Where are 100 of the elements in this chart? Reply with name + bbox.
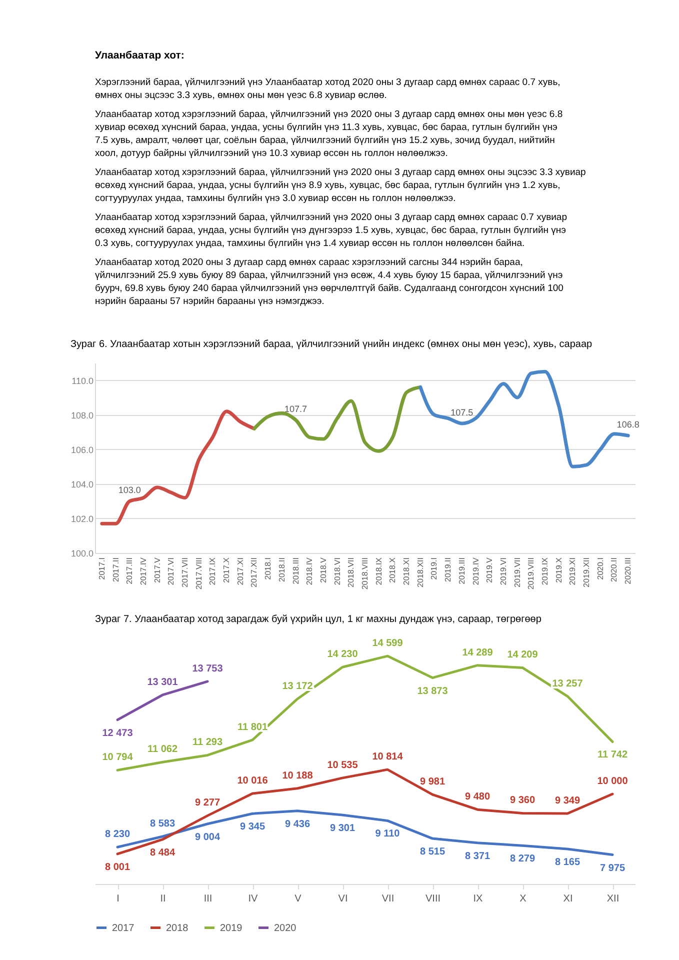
text: Улаанбаатар хотод хэрэглээний бараа, үйлчилгээний үнэ 2020 оны 3 дугаар сард өмнөх оны эцсээс 3.3 хувиар өсөхөд хүнсний бараа, ундаа, усны бүлгийн үнэ 8.9 хувь, хувцас, бөс бараа, гутлын бүлгийн үнэ 1.2 хувь, согтууруулах ундаа, тамхины бүлгийн үнэ 3.0 хувиар өссөн нь голлон нөлөөлжээ. (95, 167, 586, 204)
text: Улаанбаатар хотод хэрэглээний бараа, үйлчилгээний үнэ 2020 оны 3 дугаар сард өмнөх сараас 0.7 хувиар өсөхөд хүнсний бараа, ундаа, усны бүлгийн үнэ дүнгээрээ 1.5 хувь, хувцас, бөс бараа, гутлын бүлгийн үнэ 0.3 хувь, согтууруулах ундаа, тамхины бүлгийн үнэ 1.4 хувиар өссөн нь голлон нөлөөлсөн байна. (95, 212, 567, 249)
data-label: 8 001 (104, 862, 130, 873)
x-tick-label: 2018.IX (374, 556, 384, 586)
data-label: 8 484 (150, 847, 176, 858)
text: Хэрэглээний бараа, үйлчилгээний үнэ Улаанбаатар хотод 2020 оны 3 дугаар сард өмнөх сараас 0.7 хувь, өмнөх оны эцсээс 3.3 хувь, өмнөх оны мөн үеэс 6.8 хувиар өслөө. (95, 77, 560, 101)
x-tick-label: 2018.II (277, 558, 286, 582)
x-tick-label: 2017.V (152, 556, 162, 583)
data-label: 10 000 (597, 776, 628, 787)
data-label: 8 165 (554, 857, 580, 868)
legend-label: 2020 (274, 922, 297, 934)
y-tick-label: 108.0 (70, 410, 94, 420)
annotation: 106.8 (616, 420, 640, 430)
legend-label: 2017 (112, 922, 135, 934)
x-tick-label: X (520, 894, 527, 904)
x-tick-label: II (160, 894, 166, 904)
x-tick-label: 2019.VIII (526, 558, 536, 590)
y-tick-label: 100.0 (70, 548, 94, 558)
x-tick-label: 2018.IV (305, 556, 314, 586)
x-tick-label: 2017.III (125, 558, 134, 584)
data-label: 9 349 (554, 796, 580, 807)
data-label: 9 345 (240, 822, 266, 833)
line-series (100, 410, 256, 526)
chart-title: Зураг 6. Улаанбаатар хотын хэрэглээний бараа, үйлчилгээний үнийн индекс (өмнөх оны мөн үеэс), хувь, сараар (70, 339, 593, 350)
x-tick-label: I (116, 894, 120, 904)
data-label: 14 209 (507, 650, 538, 661)
data-label: 14 599 (372, 638, 404, 650)
data-label: 8 371 (464, 850, 490, 862)
data-label: 13 257 (552, 678, 584, 690)
x-tick-label: 2019.XI (568, 558, 578, 586)
x-tick-label: V (294, 894, 302, 904)
text: Улаанбаатар хот: (95, 50, 184, 62)
data-label: 10 535 (327, 760, 358, 771)
data-label: 9 301 (330, 822, 356, 834)
data-label: 14 230 (327, 649, 358, 660)
x-tick-label: 2017.VII (180, 558, 190, 588)
x-tick-label: 2019.I (430, 558, 439, 580)
x-tick-label: 2018.X (388, 556, 398, 583)
data-label: 8 230 (104, 829, 130, 840)
x-tick-label: 2020.II (610, 558, 619, 582)
data-label: 13 172 (282, 680, 314, 692)
x-tick-label: XI (563, 894, 573, 904)
x-tick-label: III (204, 894, 212, 904)
x-tick-label: 2018.XII (416, 558, 425, 588)
data-label: 9 981 (420, 776, 446, 788)
data-label: 11 062 (147, 744, 178, 756)
x-tick-label: IX (473, 894, 484, 904)
data-label: 13 753 (192, 663, 224, 674)
x-tick-label: 2019.III (457, 558, 466, 584)
data-label: 9 360 (510, 795, 536, 806)
data-label: 14 289 (462, 647, 494, 658)
x-tick-label: 2017.X (222, 556, 232, 583)
legend-label: 2019 (220, 922, 243, 934)
data-label: 11 293 (192, 737, 223, 748)
annotation: 107.5 (450, 407, 474, 418)
data-label: 10 016 (237, 776, 268, 787)
x-tick-label: 2019.IX (540, 556, 550, 586)
x-tick-label: 2017.I (97, 558, 106, 580)
x-tick-label: 2019.VI (498, 558, 508, 586)
x-tick-label: 2020.I (596, 558, 605, 580)
x-tick-label: 2019.IV (471, 556, 480, 586)
x-tick-label: 2017.VI (166, 558, 176, 586)
data-label: 9 004 (194, 832, 220, 843)
x-tick-label: 2017.VIII (194, 558, 204, 590)
data-label: 8 279 (510, 854, 536, 865)
data-label: 9 277 (194, 798, 220, 809)
chart-title: Зураг 7. Улаанбаатар хотод зарагдаж буй үхрийн цул, 1 кг махны дундаж үнэ, сараар, төгрөгөөр (95, 614, 542, 626)
x-tick-label: 2019.VII (512, 558, 522, 588)
x-tick-label: 2018.XI (402, 558, 412, 586)
data-label: 10 814 (372, 752, 404, 763)
x-tick-label: 2020.III (624, 558, 633, 584)
data-label: 13 873 (417, 686, 448, 697)
data-label: 10 188 (282, 770, 314, 782)
x-tick-label: VIII (425, 894, 441, 904)
x-tick-label: 2017.XII (250, 558, 259, 588)
x-tick-label: 2018.VI (332, 558, 342, 586)
annotation: 107.7 (284, 404, 308, 414)
x-tick-label: 2017.IV (138, 556, 148, 586)
text: Улаанбаатар хотод хэрэглээний бараа, үйлчилгээний үнэ 2020 оны 3 дугаар сард өмнөх оны мөн үеэс 6.8 хувиар өсөхөд хүнсний бараа, ундаа, усны бүлгийн үнэ 11.3 хувь, хувцас, бөс бараа, гутлын бүлгийн үнэ 7.5 хувь, амралт, чөлөөт цаг, соёлын бараа, үйлчилгээний бүлгийн үнэ 15.2 хувь, зочид буудал, нийтийн хоол, дотуур байрны үйлчилгээний үнэ 10.3 хувиар өссөн нь голлон нөлөөлжээ. (95, 109, 563, 159)
x-tick-label: 2018.III (291, 558, 300, 584)
text: Улаанбаатар хотод 2020 оны 3 дугаар сард өмнөх сараас хэрэглээний сагсны 344 нэрийн бараа, үйлчилгээний 25.9 хувь буюу 89 бараа, үйлчилгээний үнэ өсөж, 4.4 хувь буюу 15 бараа, үйлчилгээний үнэ буурч, 69.8 хувь буюу 240 бараа үйлчилгээний үнэ өөрчлөлтгүй байв. Судалгаанд сонгогдсон хүнсний 100 нэрийн барааны 57 нэрийн барааны үнэ нэмэгджээ. (95, 257, 564, 307)
data-label: 9 480 (464, 792, 490, 803)
data-label: 9 436 (284, 818, 310, 830)
x-tick-label: 2019.V (485, 556, 494, 583)
data-label: 8 515 (420, 846, 446, 858)
x-tick-label: XII (606, 894, 620, 904)
x-tick-label: VII (382, 894, 394, 904)
line-series (252, 385, 422, 453)
x-tick-label: VI (338, 894, 348, 904)
x-tick-label: 2018.V (318, 556, 328, 583)
annotation: 103.0 (118, 485, 141, 496)
x-tick-label: 2018.VII (346, 558, 356, 588)
y-tick-label: 110.0 (72, 376, 94, 386)
x-tick-label: 2017.II (111, 558, 120, 582)
x-tick-label: 2019.X (554, 556, 564, 583)
x-tick-label: 2017.IX (208, 556, 218, 586)
y-tick-label: 102.0 (70, 514, 94, 524)
x-tick-label: 2019.II (444, 558, 453, 582)
data-label: 7 975 (600, 862, 626, 874)
data-label: 8 583 (150, 818, 176, 830)
